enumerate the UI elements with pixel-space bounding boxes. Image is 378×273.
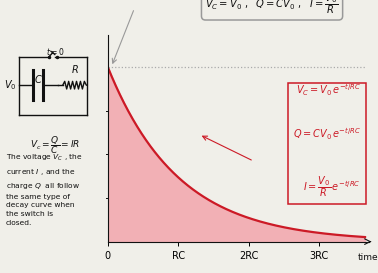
- Text: $t=0$: $t=0$: [45, 46, 64, 57]
- Text: The voltage $V_C$ , the
current $I$ , and the
charge $Q$  all follow
the same ty: The voltage $V_C$ , the current $I$ , an…: [6, 153, 82, 226]
- Text: $V_C = V_0\,e^{-t/RC}$

$Q = CV_0\,e^{-t/RC}$

$I = \dfrac{V_0}{R}\,e^{-t/RC}$: $V_C = V_0\,e^{-t/RC}$ $Q = CV_0\,e^{-t/…: [293, 83, 361, 199]
- Text: time: time: [358, 253, 378, 262]
- Text: $C$: $C$: [34, 73, 43, 85]
- Text: $V_0$: $V_0$: [4, 78, 16, 92]
- Text: $V_c = \dfrac{Q}{C} = IR$: $V_c = \dfrac{Q}{C} = IR$: [30, 134, 80, 156]
- Text: $V_C = V_0\ ,\ \ Q = CV_0\ ,\ \ I = \dfrac{V_0}{R}$: $V_C = V_0\ ,\ \ Q = CV_0\ ,\ \ I = \dfr…: [206, 0, 339, 16]
- Text: $R$: $R$: [71, 63, 79, 75]
